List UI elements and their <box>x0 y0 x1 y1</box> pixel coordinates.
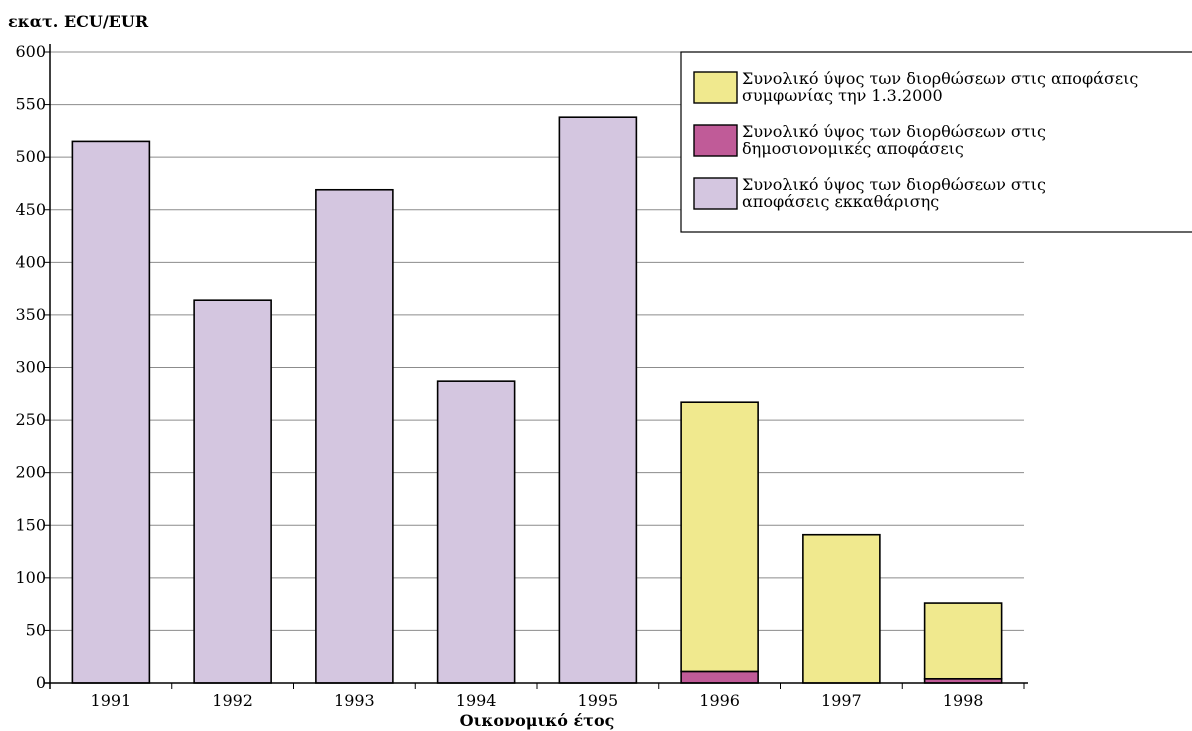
y-tick-label: 400 <box>15 252 46 271</box>
legend-swatch-series-2 <box>693 71 738 104</box>
x-tick-label: 1996 <box>699 691 740 710</box>
x-tick-label: 1992 <box>212 691 253 710</box>
y-tick-label: 50 <box>26 620 46 639</box>
y-tick-label: 200 <box>15 463 46 482</box>
y-tick-label: 300 <box>15 358 46 377</box>
legend-swatch-series-0 <box>693 177 738 210</box>
legend-label: συμφωνίας την 1.3.2000 <box>742 86 943 105</box>
y-tick-label: 450 <box>15 200 46 219</box>
bar-segment-1995-series-0 <box>558 116 638 684</box>
y-tick-label: 250 <box>15 410 46 429</box>
legend-swatch-series-1 <box>693 124 738 157</box>
y-tick-label: 150 <box>15 515 46 534</box>
y-tick-label: 350 <box>15 305 46 324</box>
x-tick-label: 1998 <box>943 691 984 710</box>
legend-box <box>680 51 1192 233</box>
y-tick-label: 500 <box>15 147 46 166</box>
y-axis-title: εκατ. ECU/EUR <box>8 12 149 31</box>
y-tick-label: 550 <box>15 95 46 114</box>
x-tick-label: 1993 <box>334 691 375 710</box>
y-tick-label: 600 <box>15 42 46 61</box>
x-tick-label: 1991 <box>91 691 132 710</box>
x-tick-label: 1994 <box>456 691 497 710</box>
bar-segment-1994-series-0 <box>436 380 516 684</box>
legend-label: αποφάσεις εκκαθάρισης <box>742 192 939 211</box>
legend-label: Συνολικό ύψος των διορθώσεων στις <box>742 175 1046 194</box>
bar-segment-1993-series-0 <box>315 188 394 684</box>
x-tick-label: 1997 <box>821 691 862 710</box>
legend-label: Συνολικό ύψος των διορθώσεων στις <box>742 122 1046 141</box>
x-tick-label: 1995 <box>578 691 619 710</box>
bar-segment-1998-series-2 <box>923 602 1003 680</box>
bar-segment-1996-series-1 <box>680 670 759 684</box>
y-tick-label: 0 <box>36 673 46 692</box>
axes: 0 50 100 150 200 250 300 350 400 450 500 550 600 1991… <box>15 42 1028 710</box>
bar-segment-1991-series-0 <box>71 140 151 684</box>
bars <box>71 116 1003 684</box>
x-axis-title: Οικονομικό έτος <box>460 711 615 730</box>
bar-segment-1996-series-2 <box>680 401 759 673</box>
y-tick-label: 100 <box>15 568 46 587</box>
legend-label: Συνολικό ύψος των διορθώσεων στις αποφάσ… <box>742 69 1138 88</box>
legend-label: δημοσιονομικές αποφάσεις <box>742 139 964 158</box>
bar-segment-1992-series-0 <box>193 299 272 684</box>
bar-segment-1997-series-2 <box>802 533 881 684</box>
legend: Συνολικό ύψος των διορθώσεων στις αποφάσ… <box>680 51 1192 233</box>
